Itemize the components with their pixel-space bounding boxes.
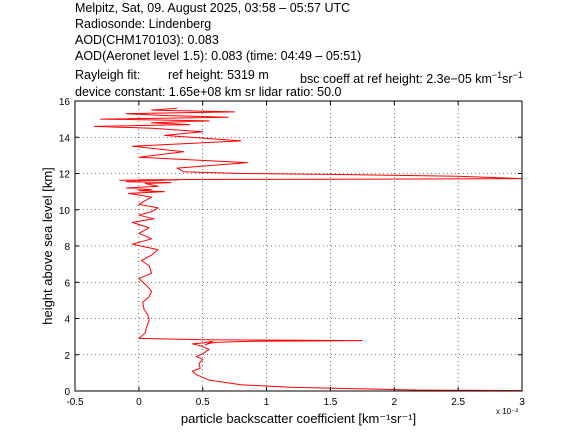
title-line-aod-chm: AOD(CHM170103): 0.083 [75, 33, 219, 47]
x-axis-multiplier: x 10⁻³ [496, 407, 518, 416]
bsc-coeff-text: bsc coeff at ref height: 2.3e−05 km−1sr−… [300, 70, 523, 87]
x-tick-label: 2 [392, 397, 398, 408]
x-tick-label: 1.5 [323, 397, 337, 408]
rayleigh-fit-label: Rayleigh fit: [75, 68, 141, 82]
y-tick-label: 2 [64, 351, 70, 362]
x-tick-label: 0 [136, 397, 142, 408]
y-tick-label: 12 [59, 170, 71, 181]
y-axis-label: height above sea level [km] [40, 167, 55, 325]
series-layer [93, 107, 523, 392]
y-tick-label: 14 [59, 133, 71, 144]
ref-height-text: ref height: 5319 m [168, 68, 269, 82]
x-tick-label: 1 [264, 397, 270, 408]
x-tick-label: 2.5 [451, 397, 465, 408]
y-tick-label: 6 [64, 278, 70, 289]
x-tick-label: 3 [519, 397, 525, 408]
x-axis-label: particle backscatter coefficient [km⁻¹sr… [181, 411, 416, 426]
title-line-site-date: Melpitz, Sat, 09. August 2025, 03:58 – 0… [75, 1, 351, 15]
y-tick-label: 0 [64, 387, 70, 398]
x-tick-label: 0.5 [196, 397, 210, 408]
title-line-radiosonde: Radiosonde: Lindenberg [75, 17, 212, 31]
x-tick-label: -0.5 [66, 397, 84, 408]
device-constant-text: device constant: 1.65e+08 km sr lidar ra… [75, 85, 342, 99]
y-tick-label: 10 [59, 206, 71, 217]
series-line-backscatter [93, 107, 523, 392]
y-tick-label: 8 [64, 242, 70, 253]
y-tick-label: 16 [59, 97, 71, 108]
bsc-coeff-value: bsc coeff at ref height: 2.3e−05 km [300, 72, 492, 87]
title-line-aod-aeronet: AOD(Aeronet level 1.5): 0.083 (time: 04:… [75, 49, 362, 63]
y-tick-label: 4 [64, 315, 70, 326]
